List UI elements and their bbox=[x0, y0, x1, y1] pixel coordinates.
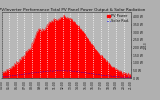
Title: Solar PV/Inverter Performance Total PV Panel Power Output & Solar Radiation: Solar PV/Inverter Performance Total PV P… bbox=[0, 8, 146, 12]
Y-axis label: 2013: 2013 bbox=[144, 41, 148, 49]
Legend: PV Power, Solar Rad.: PV Power, Solar Rad. bbox=[107, 14, 129, 23]
